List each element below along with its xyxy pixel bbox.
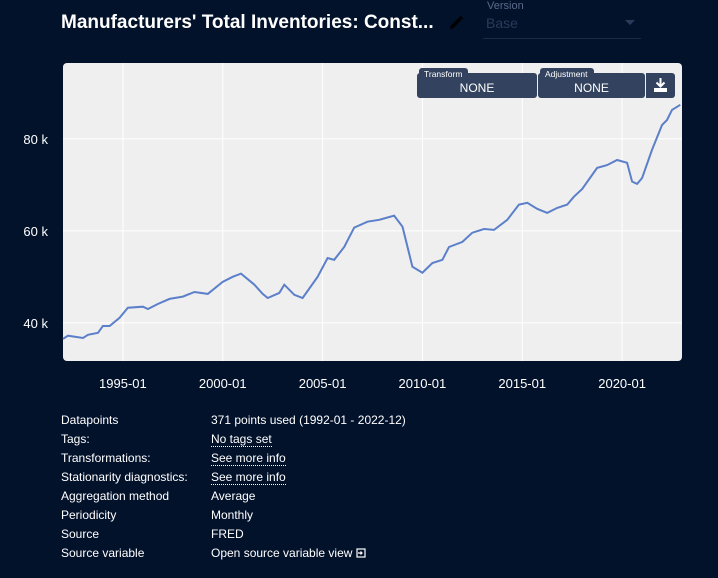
info-value: Average xyxy=(211,489,256,503)
transform-label: Transform xyxy=(419,68,469,79)
tags-link[interactable]: No tags set xyxy=(211,432,272,447)
info-key: Stationarity diagnostics: xyxy=(61,470,188,484)
info-key: Aggregation method xyxy=(61,489,170,503)
info-key: Source variable xyxy=(61,546,145,560)
adjustment-select[interactable]: Adjustment NONE xyxy=(538,68,645,98)
open-source-variable-link[interactable]: Open source variable view xyxy=(211,546,366,560)
chevron-down-icon xyxy=(625,20,635,25)
open-source-variable-text: Open source variable view xyxy=(211,546,353,560)
info-key: Source xyxy=(61,527,100,541)
external-link-icon xyxy=(356,548,366,558)
adjustment-value: NONE xyxy=(574,81,609,95)
download-button[interactable] xyxy=(646,73,675,98)
download-icon xyxy=(654,78,667,92)
x-tick-label: 2020-01 xyxy=(598,376,646,391)
x-tick-label: 2015-01 xyxy=(498,376,546,391)
x-tick-label: 2000-01 xyxy=(199,376,247,391)
stationarity-link[interactable]: See more info xyxy=(211,470,286,485)
y-tick-label: 60 k xyxy=(23,224,48,239)
info-value: FRED xyxy=(211,527,244,541)
transform-select[interactable]: Transform NONE xyxy=(417,68,537,98)
version-select[interactable]: Version Base xyxy=(483,0,641,39)
info-key: Periodicity xyxy=(61,508,117,522)
series-line xyxy=(62,103,681,340)
transformations-link[interactable]: See more info xyxy=(211,451,286,466)
x-tick-label: 1995-01 xyxy=(99,376,147,391)
info-key: Datapoints xyxy=(61,413,119,427)
series-title: Manufacturers' Total Inventories: Const.… xyxy=(61,12,434,33)
x-tick-label: 2010-01 xyxy=(399,376,447,391)
adjustment-label: Adjustment xyxy=(540,68,594,79)
info-key: Transformations: xyxy=(61,451,151,465)
x-tick-label: 2005-01 xyxy=(299,376,347,391)
y-tick-label: 80 k xyxy=(23,132,48,147)
pencil-icon[interactable] xyxy=(447,14,465,32)
version-label: Version xyxy=(487,0,524,12)
info-value: Monthly xyxy=(211,508,254,522)
plot-area xyxy=(63,63,682,361)
version-value: Base xyxy=(486,15,518,31)
info-value: 371 points used (1992-01 - 2022-12) xyxy=(211,413,406,427)
info-key: Tags: xyxy=(61,432,90,446)
y-tick-label: 40 k xyxy=(23,316,48,331)
line-chart: 1995-01 2000-01 2005-01 2010-01 2015-01 2020-… xyxy=(23,63,682,391)
transform-value: NONE xyxy=(459,81,495,95)
